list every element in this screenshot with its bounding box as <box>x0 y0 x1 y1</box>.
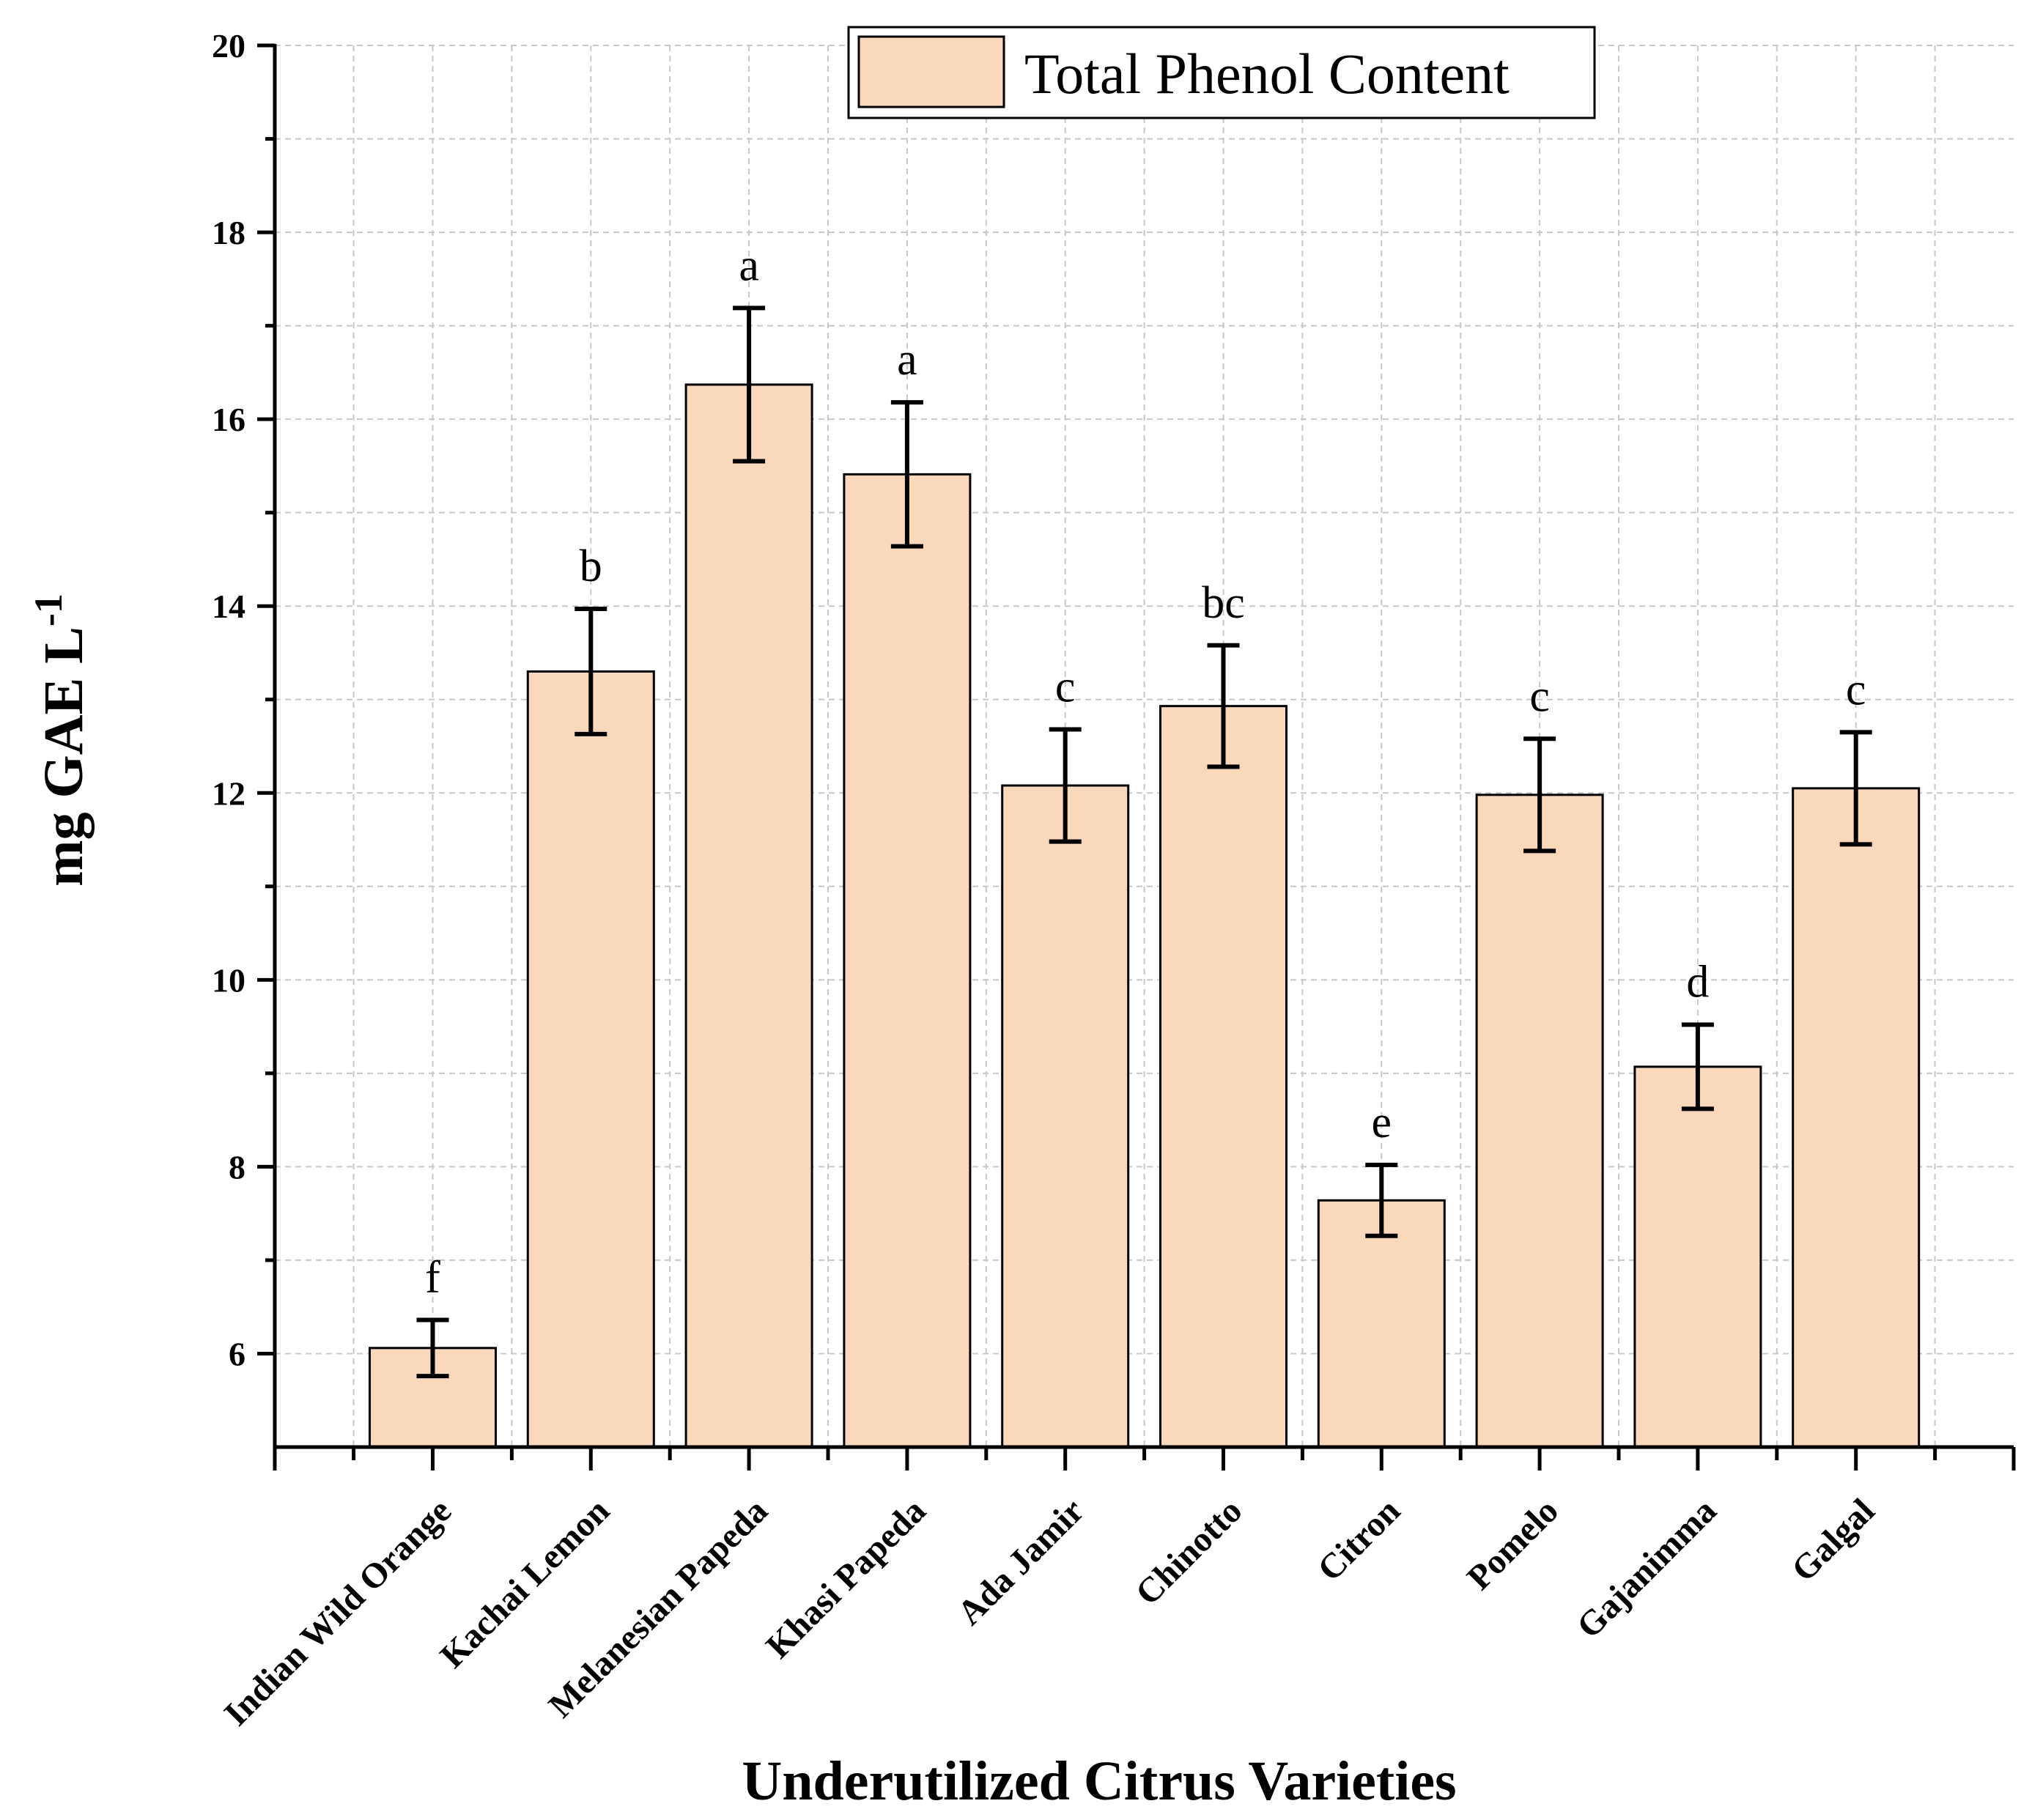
y-axis-title: mg GAE L-1 <box>26 593 95 887</box>
legend-label: Total Phenol Content <box>1024 42 1510 106</box>
significance-letter: a <box>739 240 759 290</box>
y-tick-label: 20 <box>212 27 245 64</box>
bar <box>1001 784 1130 1449</box>
significance-letter: d <box>1686 958 1709 1007</box>
bar <box>1159 705 1287 1449</box>
x-category-label: Galgal <box>1784 1491 1883 1589</box>
y-tick-label: 10 <box>212 961 245 999</box>
y-tick-label: 18 <box>212 214 245 251</box>
significance-letter: c <box>1529 671 1550 721</box>
significance-letter: b <box>580 541 602 591</box>
significance-letter: c <box>1846 665 1866 714</box>
y-tick-label: 8 <box>229 1148 245 1185</box>
legend: Total Phenol Content <box>847 26 1596 119</box>
bar <box>684 383 813 1449</box>
error-bars <box>416 306 1872 1379</box>
x-category-label: Ada Jamir <box>950 1491 1091 1632</box>
x-category-label: Chinotto <box>1128 1491 1250 1613</box>
x-category-label: Indian Wild Orange <box>217 1491 459 1733</box>
y-tick-label: 14 <box>212 588 245 625</box>
y-tick-label: 16 <box>212 401 245 438</box>
x-category-label: Gajanimma <box>1570 1491 1724 1646</box>
bars <box>369 383 1921 1449</box>
x-category-label: Citron <box>1310 1491 1408 1588</box>
significance-letter: a <box>897 335 917 385</box>
bar <box>1792 787 1921 1449</box>
y-tick-label: 6 <box>229 1335 245 1372</box>
significance-letters: f b a a c bc e c d c <box>425 240 1866 1302</box>
significance-letter: e <box>1372 1098 1392 1147</box>
x-axis-title: Underutilized Citrus Varieties <box>742 1750 1456 1812</box>
y-axis-title-superscript: -1 <box>26 593 70 626</box>
grid-lines <box>275 45 2014 1447</box>
significance-letter: f <box>425 1253 440 1303</box>
bar <box>843 473 972 1449</box>
significance-letter: c <box>1055 662 1076 712</box>
x-category-label: Khasi Papeda <box>758 1491 933 1665</box>
x-category-label: Kachai Lemon <box>433 1491 617 1675</box>
bar <box>1475 794 1604 1449</box>
x-category-label: Pomelo <box>1460 1491 1566 1597</box>
bar <box>526 670 655 1449</box>
axis-ticks <box>257 43 2016 1471</box>
bar <box>1633 1065 1762 1449</box>
y-tick-label: 12 <box>212 774 245 812</box>
legend-swatch <box>857 35 1005 108</box>
significance-letter: bc <box>1202 578 1245 628</box>
y-axis-title-main: mg GAE L <box>33 626 95 887</box>
